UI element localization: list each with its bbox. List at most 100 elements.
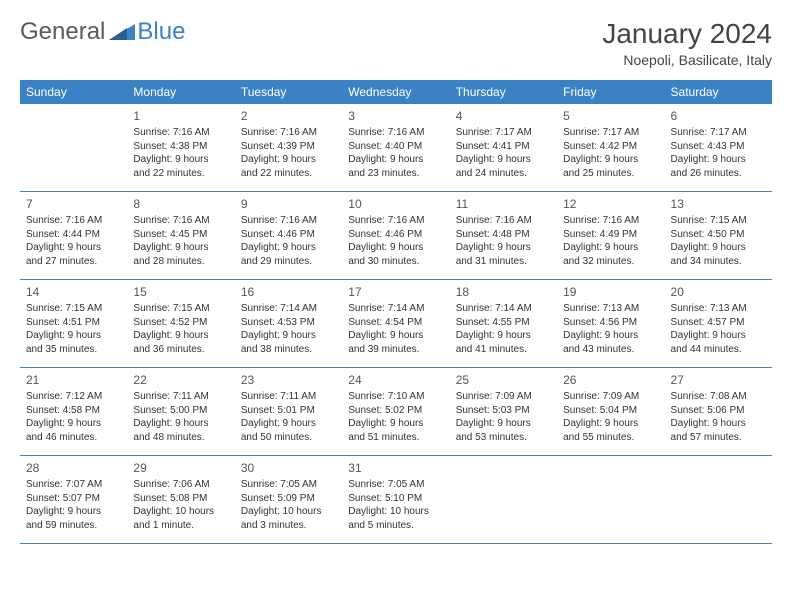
day-info-line: Sunset: 4:58 PM [26, 404, 121, 418]
day-cell: 18Sunrise: 7:14 AMSunset: 4:55 PMDayligh… [450, 280, 557, 367]
day-cell: 1Sunrise: 7:16 AMSunset: 4:38 PMDaylight… [127, 104, 234, 191]
day-cell: 23Sunrise: 7:11 AMSunset: 5:01 PMDayligh… [235, 368, 342, 455]
day-number: 15 [133, 284, 228, 300]
day-number: 20 [671, 284, 766, 300]
day-info-line: Daylight: 9 hours [671, 153, 766, 167]
day-info-line: Sunset: 4:56 PM [563, 316, 658, 330]
day-number: 9 [241, 196, 336, 212]
day-cell: 3Sunrise: 7:16 AMSunset: 4:40 PMDaylight… [342, 104, 449, 191]
day-info-line: Sunset: 4:54 PM [348, 316, 443, 330]
day-cell: 5Sunrise: 7:17 AMSunset: 4:42 PMDaylight… [557, 104, 664, 191]
day-info-line: and 55 minutes. [563, 431, 658, 445]
day-info-line: Sunrise: 7:16 AM [241, 126, 336, 140]
weekday-header: Friday [557, 80, 664, 104]
day-cell: 21Sunrise: 7:12 AMSunset: 4:58 PMDayligh… [20, 368, 127, 455]
day-info-line: and 27 minutes. [26, 255, 121, 269]
day-info-line: Sunset: 4:40 PM [348, 140, 443, 154]
day-number: 30 [241, 460, 336, 476]
logo-text-blue: Blue [137, 18, 185, 46]
day-info-line: Sunset: 4:42 PM [563, 140, 658, 154]
day-info-line: and 24 minutes. [456, 167, 551, 181]
day-info-line: Sunset: 4:48 PM [456, 228, 551, 242]
day-info-line: and 31 minutes. [456, 255, 551, 269]
day-cell: 30Sunrise: 7:05 AMSunset: 5:09 PMDayligh… [235, 456, 342, 543]
day-info-line: and 35 minutes. [26, 343, 121, 357]
week-row: 1Sunrise: 7:16 AMSunset: 4:38 PMDaylight… [20, 104, 772, 192]
day-info-line: and 5 minutes. [348, 519, 443, 533]
day-number: 14 [26, 284, 121, 300]
day-info-line: Sunset: 4:46 PM [348, 228, 443, 242]
day-number: 11 [456, 196, 551, 212]
day-info-line: and 28 minutes. [133, 255, 228, 269]
day-info-line: Daylight: 9 hours [563, 241, 658, 255]
day-info-line: Daylight: 9 hours [241, 329, 336, 343]
day-info-line: Sunrise: 7:14 AM [348, 302, 443, 316]
day-info-line: Sunrise: 7:16 AM [348, 126, 443, 140]
day-info-line: Sunset: 4:38 PM [133, 140, 228, 154]
day-info-line: Sunrise: 7:16 AM [456, 214, 551, 228]
day-info-line: Sunset: 5:10 PM [348, 492, 443, 506]
day-cell [665, 456, 772, 543]
day-info-line: Daylight: 9 hours [563, 329, 658, 343]
day-info-line: Sunrise: 7:11 AM [241, 390, 336, 404]
day-info-line: and 1 minute. [133, 519, 228, 533]
day-info-line: Sunrise: 7:16 AM [241, 214, 336, 228]
day-cell: 8Sunrise: 7:16 AMSunset: 4:45 PMDaylight… [127, 192, 234, 279]
day-info-line: Sunset: 4:50 PM [671, 228, 766, 242]
day-number: 17 [348, 284, 443, 300]
day-info-line: Daylight: 9 hours [671, 241, 766, 255]
day-cell: 7Sunrise: 7:16 AMSunset: 4:44 PMDaylight… [20, 192, 127, 279]
day-cell: 12Sunrise: 7:16 AMSunset: 4:49 PMDayligh… [557, 192, 664, 279]
day-info-line: and 38 minutes. [241, 343, 336, 357]
day-info-line: Daylight: 9 hours [26, 417, 121, 431]
day-info-line: Daylight: 9 hours [26, 505, 121, 519]
day-number: 25 [456, 372, 551, 388]
day-info-line: Sunrise: 7:11 AM [133, 390, 228, 404]
day-cell: 6Sunrise: 7:17 AMSunset: 4:43 PMDaylight… [665, 104, 772, 191]
day-info-line: and 25 minutes. [563, 167, 658, 181]
day-number: 13 [671, 196, 766, 212]
day-info-line: Sunset: 4:53 PM [241, 316, 336, 330]
day-info-line: Daylight: 9 hours [133, 153, 228, 167]
day-number: 18 [456, 284, 551, 300]
day-number: 5 [563, 108, 658, 124]
day-info-line: Sunrise: 7:07 AM [26, 478, 121, 492]
week-row: 28Sunrise: 7:07 AMSunset: 5:07 PMDayligh… [20, 456, 772, 544]
day-info-line: Daylight: 9 hours [563, 417, 658, 431]
day-info-line: Sunrise: 7:10 AM [348, 390, 443, 404]
day-cell [450, 456, 557, 543]
day-info-line: Sunset: 4:45 PM [133, 228, 228, 242]
day-number: 16 [241, 284, 336, 300]
day-info-line: Daylight: 9 hours [241, 241, 336, 255]
day-info-line: Sunrise: 7:16 AM [133, 214, 228, 228]
day-info-line: and 22 minutes. [133, 167, 228, 181]
day-info-line: Daylight: 9 hours [563, 153, 658, 167]
day-number: 7 [26, 196, 121, 212]
day-info-line: and 30 minutes. [348, 255, 443, 269]
day-info-line: Daylight: 9 hours [456, 153, 551, 167]
day-info-line: Daylight: 10 hours [133, 505, 228, 519]
day-info-line: Daylight: 9 hours [241, 417, 336, 431]
weekday-header: Saturday [665, 80, 772, 104]
day-number: 22 [133, 372, 228, 388]
day-info-line: and 23 minutes. [348, 167, 443, 181]
location: Noepoli, Basilicate, Italy [602, 52, 772, 68]
day-info-line: Daylight: 9 hours [133, 329, 228, 343]
day-info-line: and 22 minutes. [241, 167, 336, 181]
day-cell: 16Sunrise: 7:14 AMSunset: 4:53 PMDayligh… [235, 280, 342, 367]
weeks-container: 1Sunrise: 7:16 AMSunset: 4:38 PMDaylight… [20, 104, 772, 544]
day-info-line: Sunrise: 7:13 AM [563, 302, 658, 316]
day-info-line: and 48 minutes. [133, 431, 228, 445]
week-row: 7Sunrise: 7:16 AMSunset: 4:44 PMDaylight… [20, 192, 772, 280]
weekday-header: Monday [127, 80, 234, 104]
day-info-line: Sunrise: 7:15 AM [133, 302, 228, 316]
day-info-line: Daylight: 9 hours [671, 417, 766, 431]
day-info-line: Sunrise: 7:15 AM [26, 302, 121, 316]
day-info-line: Daylight: 9 hours [348, 153, 443, 167]
day-number: 1 [133, 108, 228, 124]
day-number: 10 [348, 196, 443, 212]
day-info-line: Sunrise: 7:08 AM [671, 390, 766, 404]
title-block: January 2024 Noepoli, Basilicate, Italy [602, 18, 772, 68]
day-cell: 22Sunrise: 7:11 AMSunset: 5:00 PMDayligh… [127, 368, 234, 455]
day-info-line: Sunset: 5:06 PM [671, 404, 766, 418]
